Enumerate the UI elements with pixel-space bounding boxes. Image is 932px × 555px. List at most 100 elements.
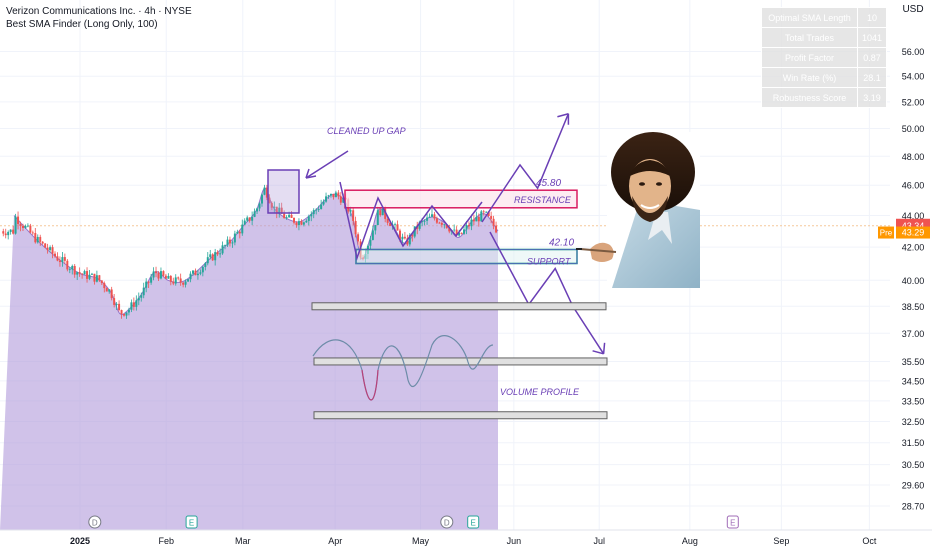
candle-body — [256, 208, 259, 212]
y-tick-label: 37.00 — [902, 329, 925, 339]
candle-body — [332, 193, 335, 198]
pre-market-value: 43.29 — [902, 228, 925, 238]
candle-body — [39, 236, 42, 242]
candle-body — [411, 234, 414, 237]
candle-body — [455, 229, 458, 236]
stats-row: Total Trades 1041 — [761, 27, 887, 48]
candle-body — [24, 226, 27, 228]
candle-body — [66, 260, 69, 270]
candle-body — [88, 274, 91, 279]
candle-body — [376, 210, 379, 226]
candle-body — [214, 252, 217, 261]
candle-body — [460, 232, 463, 234]
candle-body — [14, 216, 17, 234]
candle-body — [379, 210, 382, 216]
stat-value: 10 — [857, 7, 887, 28]
candle-body — [467, 224, 470, 227]
candle-body — [179, 278, 182, 283]
dividend-marker[interactable] — [88, 515, 102, 529]
earnings-marker[interactable] — [185, 515, 198, 529]
candle-body — [164, 275, 167, 279]
candle-body — [76, 272, 79, 275]
candle-body — [458, 232, 461, 236]
y-tick-label: 40.00 — [902, 276, 925, 286]
pre-market-badge[interactable] — [878, 226, 894, 239]
candle-body — [199, 272, 202, 274]
candle-body — [300, 221, 303, 225]
candle-body — [167, 275, 170, 279]
gap-label: CLEANED UP GAP — [327, 126, 406, 136]
candle-body — [327, 195, 330, 197]
candle-body — [118, 303, 121, 311]
candle-body — [46, 247, 49, 251]
candle-body — [288, 214, 291, 218]
candle-body — [49, 247, 52, 251]
candle-body — [354, 220, 357, 235]
candle-body — [320, 204, 323, 210]
candle-body — [273, 206, 276, 208]
pre-market-tag[interactable] — [896, 226, 930, 239]
candle-body — [334, 192, 337, 198]
candle-body — [231, 242, 234, 244]
candle-body — [384, 208, 387, 219]
candle-body — [12, 229, 15, 234]
candle-body — [189, 273, 192, 280]
candle-body — [490, 216, 493, 219]
candle-body — [398, 230, 401, 240]
stat-value: 28.1 — [857, 67, 887, 88]
candle-body — [19, 224, 22, 226]
symbol-title[interactable]: Verizon Communications Inc. · 4h · NYSE — [6, 6, 192, 17]
candle-body — [477, 216, 480, 222]
candle-body — [443, 224, 446, 226]
candle-body — [374, 225, 377, 231]
candle-body — [137, 297, 140, 301]
candle-body — [68, 269, 71, 271]
candle-body — [406, 238, 409, 245]
stat-label: Total Trades — [761, 27, 858, 48]
candle-body — [41, 241, 44, 244]
candle-body — [157, 273, 160, 279]
volume-profile-label: VOLUME PROFILE — [500, 387, 580, 397]
candle-body — [369, 239, 372, 246]
candle-body — [421, 220, 424, 222]
candle-body — [278, 207, 281, 214]
candle-body — [155, 271, 158, 274]
stat-value: 3.19 — [857, 87, 887, 108]
y-tick-label: 35.50 — [902, 357, 925, 367]
candle-body — [29, 225, 32, 233]
event-marker-letter: E — [471, 519, 476, 528]
dividend-marker[interactable] — [440, 515, 454, 529]
time-axis[interactable]: 2025 Feb Mar Apr May Jun Jul Aug Sep Oct — [0, 529, 932, 546]
candle-body — [418, 221, 421, 229]
x-tick-label: Sep — [773, 536, 789, 546]
candle-body — [44, 243, 47, 248]
price-axis[interactable]: 56.00 54.00 52.00 50.00 48.00 46.00 44.00 42.00… — [878, 0, 932, 550]
candlesticks — [2, 184, 498, 319]
candle-body — [54, 253, 57, 257]
currency-label[interactable]: USD — [902, 4, 924, 15]
candle-body — [7, 231, 10, 236]
candle-body — [169, 275, 172, 282]
earnings-marker[interactable] — [726, 515, 739, 529]
candle-body — [408, 234, 411, 245]
candle-body — [191, 270, 194, 274]
volume-profile-bar — [313, 411, 608, 420]
y-tick-label: 33.50 — [902, 396, 925, 406]
candle-body — [317, 209, 320, 210]
stat-label: Optimal SMA Length — [761, 7, 858, 28]
candle-body — [184, 281, 187, 285]
y-tick-label: 42.00 — [902, 243, 925, 253]
y-tick-label: 34.50 — [902, 376, 925, 386]
y-tick-label: 52.00 — [902, 97, 925, 107]
gap-arrow-head — [305, 168, 317, 179]
candle-body — [196, 273, 199, 276]
candle-body — [90, 273, 93, 275]
y-tick-label: 44.00 — [902, 211, 925, 221]
candle-body — [152, 271, 155, 278]
candle-body — [322, 201, 325, 205]
projection-down — [489, 231, 605, 355]
indicator-title[interactable]: Best SMA Finder (Long Only, 100) — [6, 19, 158, 30]
earnings-marker[interactable] — [467, 515, 480, 529]
resistance-level: 45.80 — [536, 178, 561, 189]
